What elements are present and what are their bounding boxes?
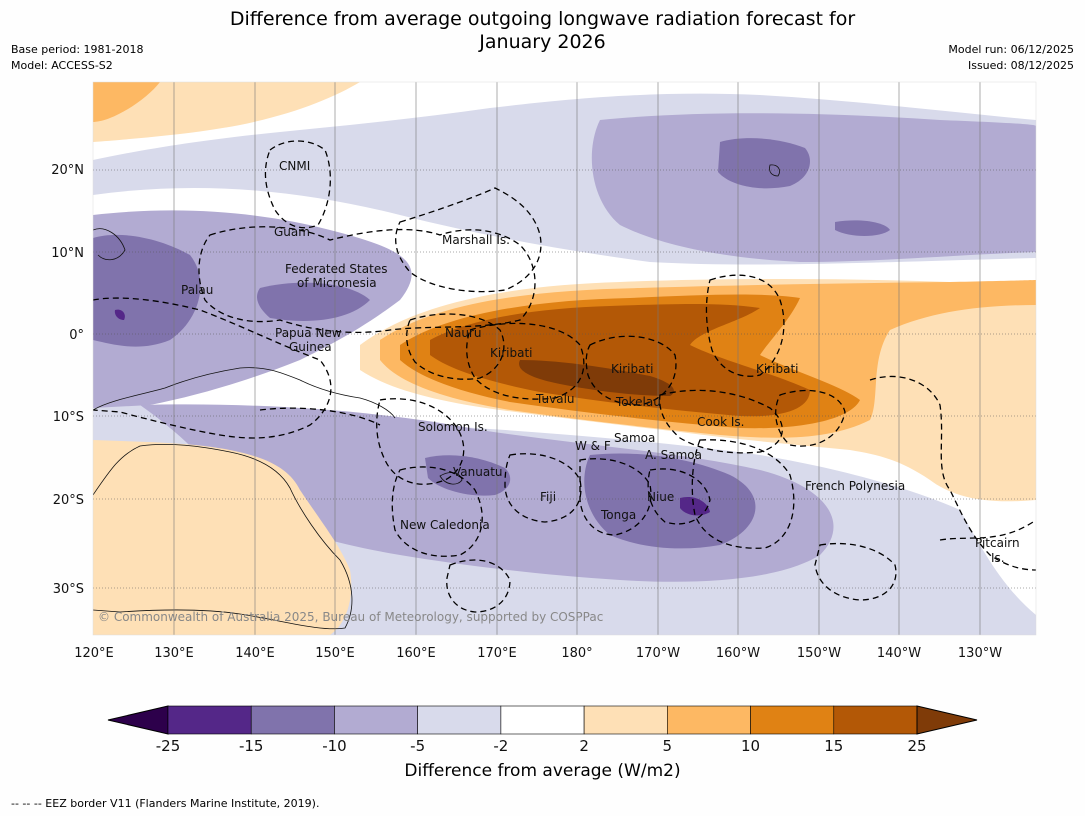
map-frame (92, 81, 1037, 636)
latitude-ticks: 20°N 10°N 0° 10°S 20°S 30°S (51, 163, 84, 597)
colorbar-tick: 15 (824, 737, 843, 755)
meridians (173, 82, 981, 635)
lon-tick: 150°W (797, 646, 841, 661)
colorbar-tick: -25 (156, 737, 181, 755)
lon-tick: 120°E (74, 646, 114, 661)
label-french-polynesia: French Polynesia (805, 479, 905, 493)
colorbar-segment (167, 705, 252, 735)
lon-tick: 170°W (636, 646, 680, 661)
colorbar-tick: -5 (410, 737, 425, 755)
label-png-1: Papua New (275, 326, 342, 340)
title-line-1: Difference from average outgoing longwav… (229, 8, 856, 30)
lon-tick: 150°E (315, 646, 355, 661)
graticule (93, 169, 1036, 589)
label-cnmi: CNMI (279, 159, 310, 173)
label-wallis-futuna: W & F (575, 439, 611, 453)
colorbar-tick-labels: -25 -15 -10 -5 -2 2 5 10 15 25 (156, 737, 927, 755)
colorbar-tick: -2 (493, 737, 508, 755)
label-cook: Cook Is. (697, 415, 744, 429)
colorbar-title: Difference from average (W/m2) (404, 761, 681, 781)
colorbar-segment (667, 705, 751, 735)
label-vanuatu: Vanuatu (453, 465, 503, 479)
label-kiribati-central: Kiribati (611, 362, 653, 376)
model-name: Model: ACCESS-S2 (11, 59, 113, 72)
lat-tick: 10°N (51, 246, 84, 261)
label-new-caledonia: New Caledonia (400, 518, 490, 532)
anomaly-positive (93, 82, 1036, 635)
lon-tick: 140°E (235, 646, 275, 661)
map-panel: © Commonwealth of Australia 2025, Bureau… (93, 82, 1036, 635)
colorbar-tick: 25 (907, 737, 926, 755)
label-tokelau: Tokelau (615, 395, 661, 409)
label-marshall: Marshall Is. (442, 233, 510, 247)
lat-tick: 20°N (51, 163, 84, 178)
metadata-left: Base period: 1981-2018 Model: ACCESS-S2 (11, 42, 143, 74)
base-period: Base period: 1981-2018 (11, 43, 144, 56)
colorbar-segment (750, 705, 835, 735)
issued-date: Issued: 08/12/2025 (967, 59, 1074, 72)
longitude-ticks: 120°E 130°E 140°E 150°E 160°E 170°E 180°… (74, 646, 1002, 661)
label-american-samoa: A. Samoa (645, 448, 702, 462)
lon-tick: 160°W (716, 646, 760, 661)
label-fiji: Fiji (540, 490, 556, 504)
label-fsm-2: of Micronesia (297, 276, 377, 290)
colorbar-segment (417, 705, 502, 735)
lat-tick: 0° (69, 328, 84, 343)
colorbar-tick: 5 (663, 737, 673, 755)
eez-footnote: -- -- -- EEZ border V11 (Flanders Marine… (11, 797, 320, 810)
colorbar-tick: -15 (239, 737, 264, 755)
label-samoa: Samoa (614, 431, 655, 445)
coastlines (93, 164, 780, 630)
label-kiribati-east: Kiribati (756, 362, 798, 376)
colorbar-segment (583, 705, 668, 735)
colorbar: -25 -15 -10 -5 -2 2 5 10 15 25 (107, 705, 978, 755)
colorbar-extend-high (916, 705, 978, 735)
colorbar-tick: 10 (741, 737, 760, 755)
lon-tick: 130°W (958, 646, 1002, 661)
lon-tick: 140°W (877, 646, 921, 661)
anomaly-deepest-purple (114, 309, 710, 516)
colorbar-segment (500, 705, 585, 735)
colorbar-tick: -10 (322, 737, 347, 755)
label-niue: Niue (647, 490, 674, 504)
lat-tick: 20°S (53, 493, 84, 508)
lon-tick: 160°E (396, 646, 436, 661)
label-fsm-1: Federated States (285, 262, 387, 276)
colorbar-tick: 2 (579, 737, 589, 755)
label-pitcairn-1: Pitcairn (975, 536, 1020, 550)
colorbar-segment (250, 705, 335, 735)
lon-tick: 170°E (477, 646, 517, 661)
lon-tick: 180° (561, 646, 592, 661)
label-palau: Palau (181, 283, 213, 297)
lat-tick: 10°S (53, 410, 84, 425)
region-labels: CNMI Guam Marshall Is. Federated States … (181, 159, 1020, 565)
label-solomon: Solomon Is. (418, 420, 488, 434)
colorbar-segments (167, 705, 918, 735)
label-png-2: Guinea (289, 340, 332, 354)
model-run: Model run: 06/12/2025 (948, 43, 1074, 56)
metadata-right: Model run: 06/12/2025 Issued: 08/12/2025 (948, 42, 1074, 74)
label-tuvalu: Tuvalu (535, 392, 575, 406)
lon-tick: 130°E (154, 646, 194, 661)
copyright-notice: © Commonwealth of Australia 2025, Bureau… (98, 610, 603, 624)
label-guam: Guam (274, 225, 310, 239)
label-kiribati-west: Kiribati (490, 346, 532, 360)
colorbar-extend-low (107, 705, 169, 735)
label-pitcairn-2: Is. (991, 551, 1005, 565)
eez-borders (93, 140, 1036, 613)
lat-tick: 30°S (53, 582, 84, 597)
title-line-2: January 2026 (479, 31, 606, 53)
label-tonga: Tonga (600, 508, 636, 522)
colorbar-segment (833, 705, 918, 735)
label-nauru: Nauru (445, 326, 481, 340)
colorbar-segment (334, 705, 418, 735)
